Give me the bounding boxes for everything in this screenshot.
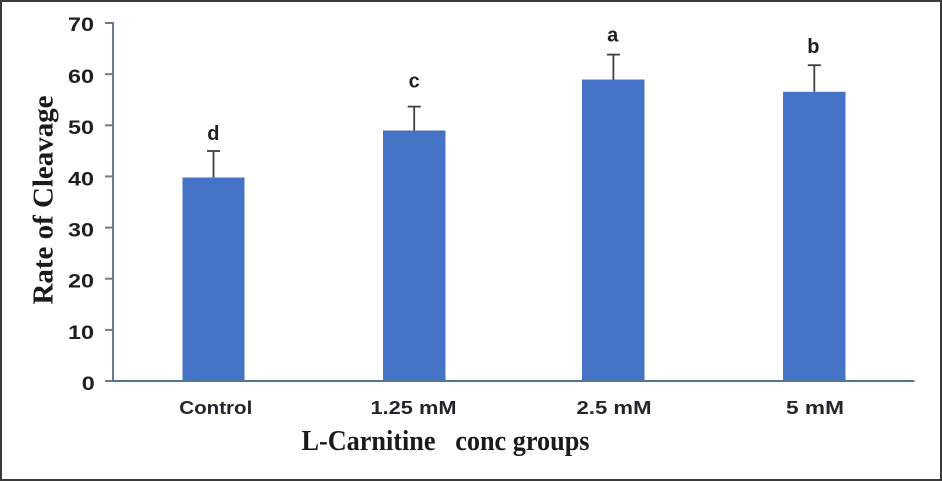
svg-text:c: c	[409, 70, 420, 92]
svg-text:30: 30	[68, 220, 94, 242]
svg-text:70: 70	[68, 14, 94, 36]
svg-text:1.25 mM: 1.25 mM	[371, 398, 457, 418]
svg-text:L-Carnitine conc groups: L-Carnitine conc groups	[302, 426, 590, 457]
svg-text:Control: Control	[179, 398, 252, 418]
svg-text:20: 20	[68, 271, 94, 293]
svg-text:2.5 mM: 2.5 mM	[577, 398, 652, 418]
svg-text:0: 0	[82, 373, 95, 395]
svg-text:Rate of Cleavage: Rate of Cleavage	[28, 95, 60, 304]
svg-text:60: 60	[68, 66, 94, 88]
svg-text:b: b	[807, 36, 819, 58]
svg-text:5 mM: 5 mM	[786, 398, 844, 418]
svg-text:10: 10	[68, 322, 94, 344]
svg-text:50: 50	[68, 117, 94, 139]
svg-text:a: a	[607, 25, 619, 47]
svg-text:40: 40	[68, 168, 94, 190]
svg-text:d: d	[207, 123, 219, 145]
